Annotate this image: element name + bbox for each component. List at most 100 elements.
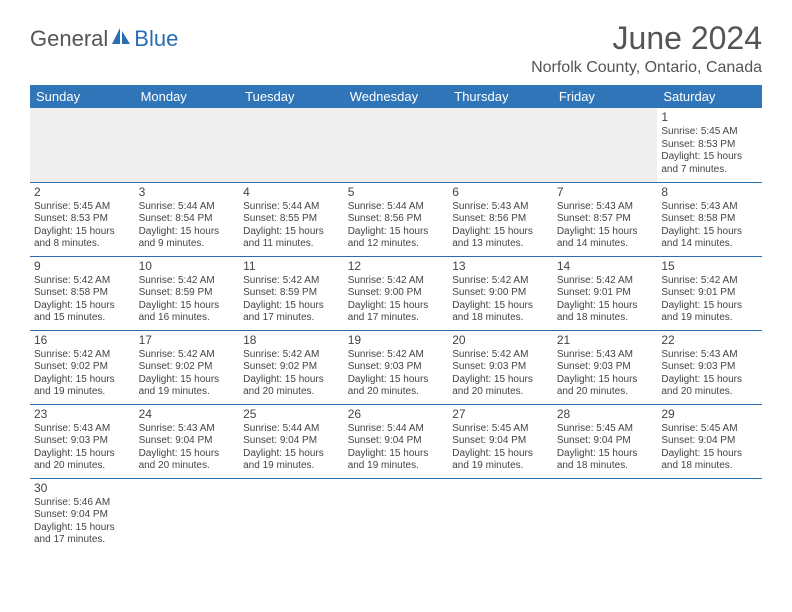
day-number: 12 (348, 259, 445, 274)
sunrise-text: Sunrise: 5:46 AM (34, 497, 131, 510)
calendar-row: 1Sunrise: 5:45 AMSunset: 8:53 PMDaylight… (30, 108, 762, 182)
calendar-cell: 2Sunrise: 5:45 AMSunset: 8:53 PMDaylight… (30, 182, 135, 256)
calendar-cell: 10Sunrise: 5:42 AMSunset: 8:59 PMDayligh… (135, 256, 240, 330)
sunset-text: Sunset: 8:59 PM (243, 287, 340, 300)
title-block: June 2024 Norfolk County, Ontario, Canad… (531, 20, 762, 77)
calendar-cell: 30Sunrise: 5:46 AMSunset: 9:04 PMDayligh… (30, 478, 135, 552)
daylight-text: Daylight: 15 hours and 20 minutes. (661, 374, 758, 399)
sunrise-text: Sunrise: 5:42 AM (34, 275, 131, 288)
day-number: 11 (243, 259, 340, 274)
calendar-cell: 29Sunrise: 5:45 AMSunset: 9:04 PMDayligh… (657, 404, 762, 478)
daylight-text: Daylight: 15 hours and 19 minutes. (139, 374, 236, 399)
sunrise-text: Sunrise: 5:44 AM (348, 423, 445, 436)
sail-icon (110, 26, 132, 52)
day-number: 30 (34, 481, 131, 496)
logo-text-general: General (30, 26, 108, 52)
daylight-text: Daylight: 15 hours and 16 minutes. (139, 300, 236, 325)
day-number: 10 (139, 259, 236, 274)
day-number: 15 (661, 259, 758, 274)
sunrise-text: Sunrise: 5:42 AM (139, 349, 236, 362)
calendar-cell: 25Sunrise: 5:44 AMSunset: 9:04 PMDayligh… (239, 404, 344, 478)
calendar-cell: 4Sunrise: 5:44 AMSunset: 8:55 PMDaylight… (239, 182, 344, 256)
weekday-header-row: Sunday Monday Tuesday Wednesday Thursday… (30, 85, 762, 108)
location: Norfolk County, Ontario, Canada (531, 59, 762, 77)
sunrise-text: Sunrise: 5:42 AM (661, 275, 758, 288)
calendar-cell: 5Sunrise: 5:44 AMSunset: 8:56 PMDaylight… (344, 182, 449, 256)
daylight-text: Daylight: 15 hours and 18 minutes. (557, 300, 654, 325)
daylight-text: Daylight: 15 hours and 20 minutes. (139, 448, 236, 473)
calendar-cell: 3Sunrise: 5:44 AMSunset: 8:54 PMDaylight… (135, 182, 240, 256)
sunset-text: Sunset: 8:57 PM (557, 213, 654, 226)
sunset-text: Sunset: 8:55 PM (243, 213, 340, 226)
sunset-text: Sunset: 9:04 PM (243, 435, 340, 448)
day-number: 19 (348, 333, 445, 348)
sunrise-text: Sunrise: 5:42 AM (139, 275, 236, 288)
sunset-text: Sunset: 9:03 PM (557, 361, 654, 374)
calendar-row: 16Sunrise: 5:42 AMSunset: 9:02 PMDayligh… (30, 330, 762, 404)
calendar-cell (239, 478, 344, 552)
daylight-text: Daylight: 15 hours and 20 minutes. (452, 374, 549, 399)
daylight-text: Daylight: 15 hours and 8 minutes. (34, 226, 131, 251)
daylight-text: Daylight: 15 hours and 17 minutes. (348, 300, 445, 325)
sunset-text: Sunset: 9:02 PM (243, 361, 340, 374)
calendar-row: 9Sunrise: 5:42 AMSunset: 8:58 PMDaylight… (30, 256, 762, 330)
weekday-header: Thursday (448, 85, 553, 108)
sunrise-text: Sunrise: 5:44 AM (243, 201, 340, 214)
day-number: 29 (661, 407, 758, 422)
sunset-text: Sunset: 9:03 PM (348, 361, 445, 374)
calendar-cell: 23Sunrise: 5:43 AMSunset: 9:03 PMDayligh… (30, 404, 135, 478)
day-number: 9 (34, 259, 131, 274)
sunset-text: Sunset: 9:04 PM (557, 435, 654, 448)
calendar-cell (448, 108, 553, 182)
daylight-text: Daylight: 15 hours and 7 minutes. (661, 151, 758, 176)
weekday-header: Monday (135, 85, 240, 108)
weekday-header: Tuesday (239, 85, 344, 108)
sunset-text: Sunset: 9:04 PM (661, 435, 758, 448)
sunrise-text: Sunrise: 5:42 AM (243, 275, 340, 288)
calendar-cell: 19Sunrise: 5:42 AMSunset: 9:03 PMDayligh… (344, 330, 449, 404)
day-number: 23 (34, 407, 131, 422)
weekday-header: Wednesday (344, 85, 449, 108)
sunrise-text: Sunrise: 5:44 AM (243, 423, 340, 436)
day-number: 20 (452, 333, 549, 348)
calendar-cell: 12Sunrise: 5:42 AMSunset: 9:00 PMDayligh… (344, 256, 449, 330)
sunset-text: Sunset: 9:01 PM (661, 287, 758, 300)
sunset-text: Sunset: 9:03 PM (661, 361, 758, 374)
calendar-cell: 7Sunrise: 5:43 AMSunset: 8:57 PMDaylight… (553, 182, 658, 256)
sunrise-text: Sunrise: 5:45 AM (661, 423, 758, 436)
daylight-text: Daylight: 15 hours and 14 minutes. (661, 226, 758, 251)
month-title: June 2024 (531, 20, 762, 57)
weekday-header: Saturday (657, 85, 762, 108)
calendar-cell: 18Sunrise: 5:42 AMSunset: 9:02 PMDayligh… (239, 330, 344, 404)
calendar-cell (553, 478, 658, 552)
sunrise-text: Sunrise: 5:44 AM (348, 201, 445, 214)
daylight-text: Daylight: 15 hours and 20 minutes. (557, 374, 654, 399)
calendar-cell (135, 108, 240, 182)
sunrise-text: Sunrise: 5:42 AM (348, 275, 445, 288)
calendar-cell: 9Sunrise: 5:42 AMSunset: 8:58 PMDaylight… (30, 256, 135, 330)
sunset-text: Sunset: 8:53 PM (34, 213, 131, 226)
calendar-cell: 15Sunrise: 5:42 AMSunset: 9:01 PMDayligh… (657, 256, 762, 330)
day-number: 8 (661, 185, 758, 200)
sunrise-text: Sunrise: 5:43 AM (557, 201, 654, 214)
sunset-text: Sunset: 9:03 PM (452, 361, 549, 374)
day-number: 26 (348, 407, 445, 422)
sunrise-text: Sunrise: 5:42 AM (243, 349, 340, 362)
day-number: 3 (139, 185, 236, 200)
day-number: 22 (661, 333, 758, 348)
calendar-cell (344, 478, 449, 552)
calendar-cell (448, 478, 553, 552)
calendar-cell: 22Sunrise: 5:43 AMSunset: 9:03 PMDayligh… (657, 330, 762, 404)
daylight-text: Daylight: 15 hours and 18 minutes. (661, 448, 758, 473)
weekday-header: Sunday (30, 85, 135, 108)
day-number: 7 (557, 185, 654, 200)
daylight-text: Daylight: 15 hours and 9 minutes. (139, 226, 236, 251)
sunset-text: Sunset: 9:04 PM (34, 509, 131, 522)
sunset-text: Sunset: 9:00 PM (348, 287, 445, 300)
calendar-body: 1Sunrise: 5:45 AMSunset: 8:53 PMDaylight… (30, 108, 762, 552)
calendar-cell: 14Sunrise: 5:42 AMSunset: 9:01 PMDayligh… (553, 256, 658, 330)
calendar-cell (657, 478, 762, 552)
day-number: 24 (139, 407, 236, 422)
calendar-cell: 21Sunrise: 5:43 AMSunset: 9:03 PMDayligh… (553, 330, 658, 404)
sunrise-text: Sunrise: 5:42 AM (348, 349, 445, 362)
